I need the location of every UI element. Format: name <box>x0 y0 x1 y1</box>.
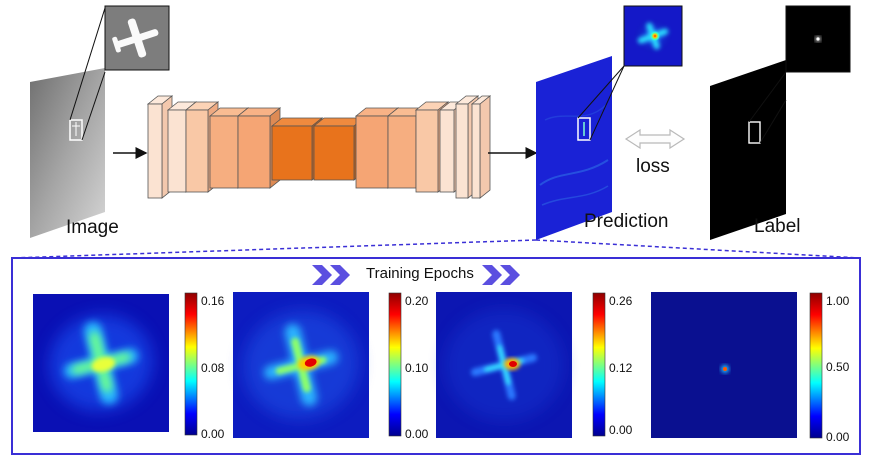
colorbar-2-max: 0.20 <box>405 294 429 308</box>
prediction-caption: Prediction <box>584 211 669 232</box>
input-zoom-inset <box>104 5 170 71</box>
network-encoder-decoder <box>146 95 492 199</box>
connector-right <box>535 239 861 259</box>
colorbar-3-min: 0.00 <box>609 423 633 437</box>
colorbar-2 <box>388 292 402 437</box>
loss-caption: loss <box>636 156 670 177</box>
colorbar-1-mid: 0.08 <box>201 361 225 375</box>
heatmap-epoch-4 <box>651 292 797 438</box>
colorbar-4-min: 0.00 <box>826 430 850 444</box>
heatmap-epoch-2 <box>233 292 369 438</box>
colorbar-1-min: 0.00 <box>201 427 225 441</box>
colorbar-4-mid: 0.50 <box>826 360 850 374</box>
colorbar-1-max: 0.16 <box>201 294 225 308</box>
image-caption: Image <box>66 217 119 238</box>
layer-block <box>470 95 492 199</box>
colorbar-2-min: 0.00 <box>405 427 429 441</box>
input-image-plane <box>30 7 106 238</box>
heatmap-epoch-1 <box>33 294 169 432</box>
chevron-left-icon <box>312 265 350 285</box>
training-epochs-title: Training Epochs <box>366 265 474 282</box>
colorbar-4-max: 1.00 <box>826 294 850 308</box>
colorbar-3-mid: 0.12 <box>609 361 633 375</box>
prediction-plane <box>536 56 625 240</box>
heatmap-epoch-3 <box>436 292 572 438</box>
prediction-zoom-inset <box>623 5 683 67</box>
colorbar-1 <box>184 292 198 436</box>
colorbar-3-max: 0.26 <box>609 294 633 308</box>
chevron-right-icon <box>482 265 520 285</box>
label-plane <box>710 60 787 240</box>
epochs-panel <box>11 257 861 455</box>
colorbar-2-mid: 0.10 <box>405 361 429 375</box>
label-zoom-inset <box>785 5 851 73</box>
colorbar-4 <box>809 292 823 439</box>
connector-left <box>11 239 537 259</box>
colorbar-3 <box>592 292 606 437</box>
loss-double-arrow <box>624 128 686 150</box>
label-caption: Label <box>754 216 801 237</box>
airplane-icon <box>112 18 159 58</box>
